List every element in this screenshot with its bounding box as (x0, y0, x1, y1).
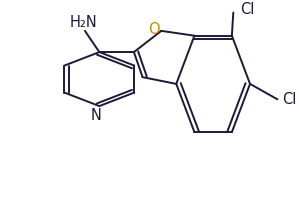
Text: O: O (148, 22, 160, 37)
Text: N: N (91, 108, 102, 123)
Text: Cl: Cl (240, 2, 255, 17)
Text: H₂N: H₂N (70, 15, 97, 30)
Text: Cl: Cl (282, 92, 296, 107)
